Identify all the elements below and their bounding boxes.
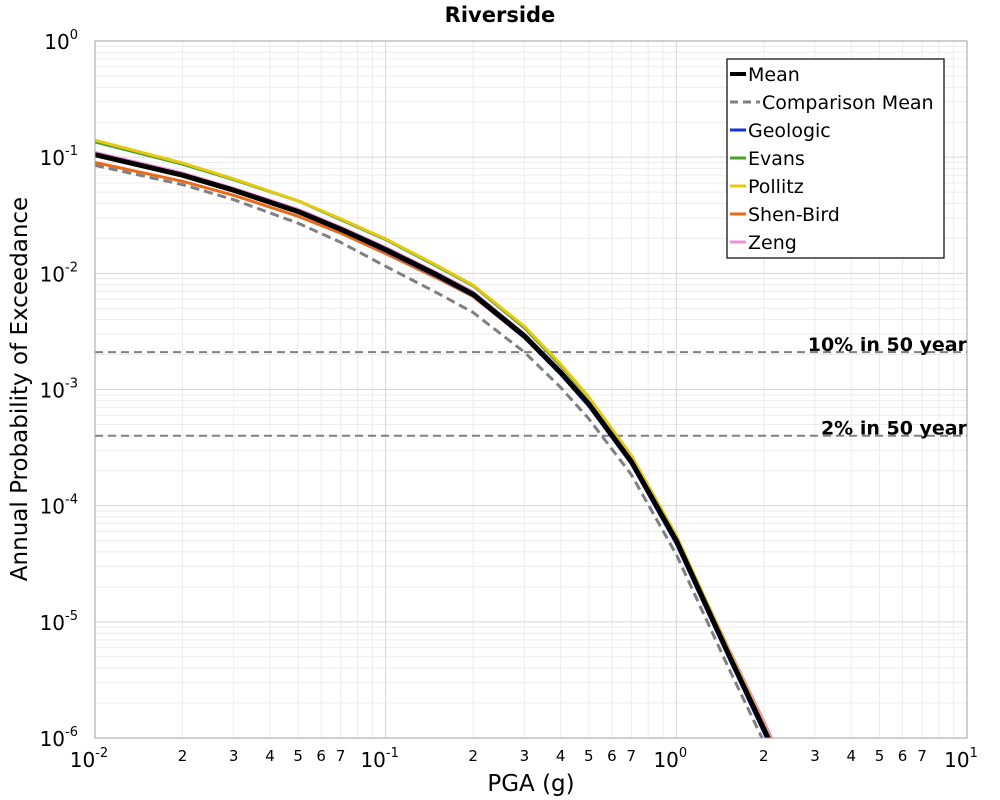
x-tick-label: 10-2: [70, 746, 108, 772]
y-axis-ticks: 100 10-1 10-2 10-3 10-4 10-5 10-6: [40, 28, 78, 751]
x-minor-tick-label: 3: [229, 747, 239, 765]
x-axis-ticks: 10-2 2 3 4 5 6 7 10-1 2 3 4 5 6 7 100 2 3 4 5 6 7 101: [70, 746, 978, 772]
y-tick-label: 10-6: [40, 725, 78, 751]
x-minor-tick-label: 5: [584, 747, 594, 765]
y-tick-label: 10-3: [40, 377, 78, 403]
reference-line-label: 2% in 50 year: [821, 418, 968, 440]
legend-entry: Comparison Mean: [762, 92, 934, 114]
chart-title: Riverside: [445, 3, 556, 27]
x-tick-label: 100: [653, 746, 687, 772]
series-line-mean: [95, 152, 771, 738]
y-tick-label: 10-4: [40, 493, 78, 519]
x-minor-tick-label: 2: [468, 747, 478, 765]
y-axis-label: Annual Probability of Exceedance: [7, 197, 33, 581]
x-minor-tick-label: 5: [875, 747, 885, 765]
x-minor-tick-label: 7: [627, 747, 637, 765]
x-minor-tick-label: 2: [759, 747, 769, 765]
x-minor-tick-label: 7: [336, 747, 346, 765]
x-minor-tick-label: 5: [293, 747, 303, 765]
x-minor-tick-label: 7: [917, 747, 927, 765]
legend-entry: Evans: [748, 148, 805, 170]
series-line-comparison-mean: [95, 163, 764, 738]
y-tick-label: 10-2: [40, 260, 78, 286]
plot-border: [94, 40, 968, 739]
legend-entry: Mean: [748, 64, 800, 86]
x-tick-label: 101: [944, 746, 978, 772]
x-minor-tick-label: 6: [607, 747, 617, 765]
legend-entry: Zeng: [748, 232, 797, 254]
x-axis-label: PGA (g): [487, 771, 574, 797]
legend-box: [726, 58, 945, 259]
chart-legend: Mean Comparison Mean Geologic Evans Pollitz S…: [726, 58, 945, 259]
x-minor-tick-label: 3: [520, 747, 530, 765]
x-minor-tick-label: 2: [178, 747, 188, 765]
legend-entry: Geologic: [748, 120, 831, 142]
legend-entry: Pollitz: [748, 176, 804, 198]
x-minor-tick-label: 3: [810, 747, 820, 765]
x-tick-label: 10-1: [360, 746, 398, 772]
reference-lines: 10% in 50 year 2% in 50 year: [95, 334, 968, 440]
legend-entry: Shen-Bird: [748, 204, 840, 226]
x-minor-tick-label: 4: [556, 747, 566, 765]
y-tick-label: 10-5: [40, 609, 78, 635]
x-minor-tick-label: 6: [898, 747, 908, 765]
plot-frame: [94, 40, 968, 739]
reference-line-label: 10% in 50 year: [808, 334, 968, 356]
y-tick-label: 100: [44, 28, 78, 54]
y-tick-label: 10-1: [40, 144, 78, 170]
x-minor-tick-label: 4: [265, 747, 275, 765]
x-minor-tick-label: 6: [316, 747, 326, 765]
series-group: [95, 138, 774, 738]
x-minor-tick-label: 4: [847, 747, 857, 765]
